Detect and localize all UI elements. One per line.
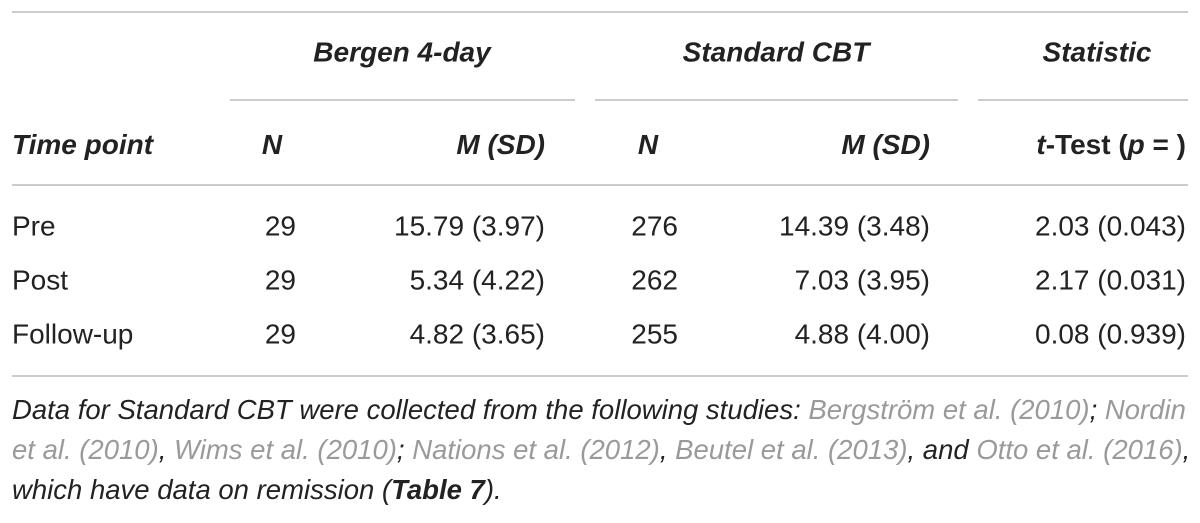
header-part: Time point <box>12 129 155 160</box>
cell: Pre <box>12 210 56 241</box>
footnote: Data for Standard CBT were collected fro… <box>12 390 1192 510</box>
column-header: N <box>638 129 659 160</box>
footnote-text: Data for Standard CBT were collected fro… <box>12 394 809 425</box>
cell: 255 <box>631 318 678 349</box>
header-part: M (SD) <box>456 129 545 160</box>
citation-link[interactable]: Otto et al. (2016) <box>976 434 1183 465</box>
citation-link[interactable]: Wims et al. (2010) <box>174 434 397 465</box>
header-part: M (SD) <box>841 129 930 160</box>
cell: 2.03 (0.043) <box>1035 210 1186 241</box>
footnote-text: ). <box>484 474 502 505</box>
footnote-text: , which have data on remission ( <box>12 434 1191 505</box>
cell: 2.17 (0.031) <box>1035 264 1186 295</box>
cell: 29 <box>265 318 296 349</box>
column-header: N <box>262 129 283 160</box>
cell: 29 <box>265 210 296 241</box>
cell: 14.39 (3.48) <box>779 210 930 241</box>
cell: 15.79 (3.97) <box>394 210 545 241</box>
cell: 5.34 (4.22) <box>410 264 545 295</box>
cell: Post <box>12 264 68 295</box>
citation-link[interactable]: Bergström et al. (2010) <box>808 394 1090 425</box>
column-header: t-Test (p = ) <box>1036 129 1186 160</box>
citation-link[interactable]: Nordin et al. (2010) <box>12 394 1186 465</box>
group-header: Bergen 4-day <box>313 36 492 67</box>
cell: 4.88 (4.00) <box>795 318 930 349</box>
cell: 276 <box>631 210 678 241</box>
citation-link[interactable]: Nations et al. (2012) <box>412 434 660 465</box>
cell: 4.82 (3.65) <box>410 318 545 349</box>
cell: 7.03 (3.95) <box>795 264 930 295</box>
cell: Follow-up <box>12 318 133 349</box>
footnote-text: , <box>659 434 676 465</box>
header-part: = ) <box>1145 129 1186 160</box>
footnote-text: ; <box>1089 394 1105 425</box>
footnote-text: , and <box>907 434 977 465</box>
footnote-text: , <box>158 434 175 465</box>
header-part: p <box>1127 129 1145 160</box>
group-header: Standard CBT <box>683 36 873 67</box>
table: Bergen 4-day Standard CBT Statistic Time po… <box>12 11 1188 377</box>
column-header: Time point <box>12 129 155 160</box>
cell: 262 <box>631 264 678 295</box>
cell: 0.08 (0.939) <box>1035 318 1186 349</box>
footnote-text: ; <box>396 434 413 465</box>
header-part: N <box>638 129 659 160</box>
column-header: M (SD) <box>841 129 930 160</box>
header-part: N <box>262 129 283 160</box>
header-part: -Test ( <box>1046 129 1129 160</box>
header-part: t <box>1036 129 1047 160</box>
group-header: Statistic <box>1043 36 1152 67</box>
citation-link[interactable]: Beutel et al. (2013) <box>675 434 908 465</box>
footnote-text: Table 7 <box>391 474 485 505</box>
cell: 29 <box>265 264 296 295</box>
column-header: M (SD) <box>456 129 545 160</box>
